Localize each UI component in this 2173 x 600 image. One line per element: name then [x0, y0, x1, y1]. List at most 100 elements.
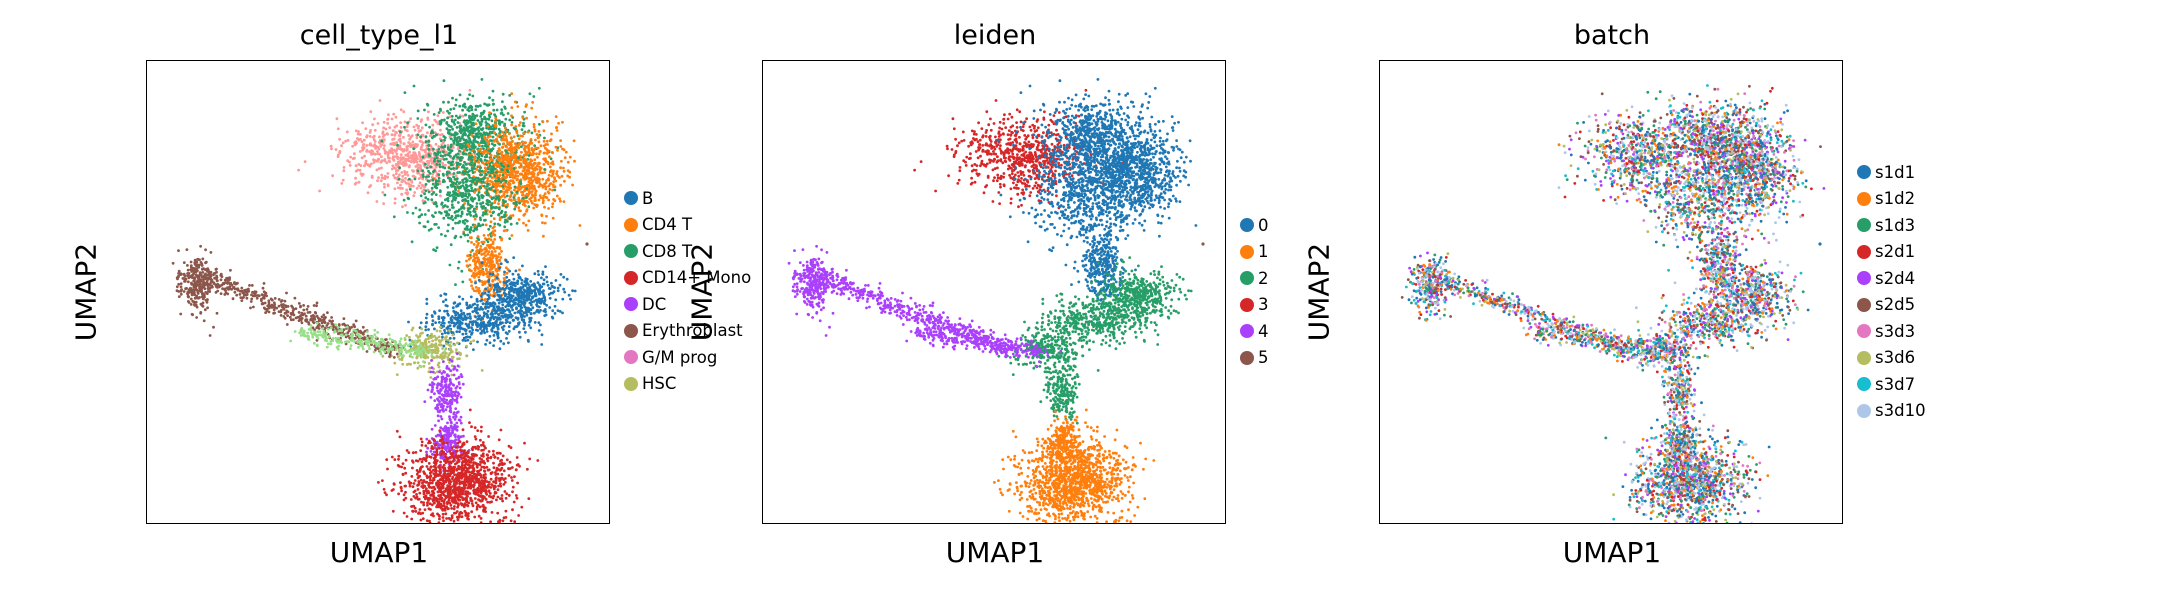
scatter-point: [425, 175, 428, 179]
scatter-point: [492, 265, 496, 269]
scatter-point: [393, 458, 397, 461]
scatter-point: [494, 124, 498, 128]
scatter-point: [426, 131, 429, 135]
scatter-point: [405, 163, 408, 167]
scatter-point: [449, 382, 453, 385]
scatter-point: [512, 196, 516, 199]
scatter-point: [530, 181, 534, 184]
scatter-point: [479, 179, 483, 182]
scatter-point: [484, 298, 487, 301]
scatter-point: [525, 160, 528, 164]
scatter-point: [476, 317, 480, 321]
scatter-point: [486, 286, 490, 290]
scatter-point: [479, 173, 483, 177]
scatter-point: [345, 130, 349, 134]
scatter-point: [391, 151, 395, 155]
scatter-point: [516, 134, 520, 138]
scatter-point: [438, 339, 442, 343]
scatter-point: [549, 157, 553, 161]
scatter-point: [433, 135, 436, 138]
scatter-point: [571, 289, 574, 293]
scatter-point: [497, 127, 501, 131]
scatter-point: [438, 169, 441, 173]
scatter-point: [475, 168, 478, 171]
scatter-point: [565, 277, 569, 281]
scatter-point: [548, 155, 551, 159]
scatter-point: [435, 329, 439, 333]
scatter-point: [392, 215, 396, 219]
scatter-point: [395, 124, 399, 128]
scatter-point: [362, 138, 366, 142]
scatter-point: [368, 135, 372, 138]
scatter-point: [405, 145, 409, 149]
scatter-point: [522, 131, 526, 135]
scatter-point: [427, 462, 431, 465]
scatter-point: [428, 383, 432, 387]
scatter-point: [500, 153, 504, 157]
scatter-point: [493, 113, 496, 117]
scatter-point: [508, 118, 512, 122]
scatter-point: [471, 122, 475, 126]
scatter-point: [475, 182, 479, 185]
scatter-point: [426, 220, 430, 224]
scatter-point: [511, 308, 514, 312]
scatter-point: [504, 211, 507, 214]
scatter-point: [508, 217, 512, 221]
scatter-point: [566, 160, 570, 164]
scatter-point: [383, 159, 387, 163]
scatter-point: [477, 514, 481, 518]
scatter-point: [501, 519, 505, 523]
scatter-point: [399, 108, 403, 112]
scatter-point: [445, 157, 448, 161]
scatter-point: [514, 153, 517, 157]
scatter-point: [433, 344, 436, 347]
scatter-point: [445, 309, 449, 313]
scatter-point: [477, 198, 481, 202]
scatter-point: [503, 184, 507, 188]
scatter-point: [528, 161, 531, 165]
scatter-point: [498, 296, 502, 300]
scatter-point: [440, 398, 444, 402]
scatter-point: [359, 164, 363, 167]
scatter-point: [473, 262, 477, 266]
scatter-point: [461, 338, 465, 342]
scatter-point: [542, 129, 546, 133]
scatter-point: [427, 150, 431, 154]
scatter-point: [485, 139, 488, 142]
scatter-point: [507, 341, 510, 345]
scatter-point: [508, 198, 511, 201]
scatter-point: [500, 194, 504, 198]
scatter-point: [414, 206, 418, 210]
scatter-point: [452, 172, 456, 175]
scatter-point: [447, 216, 450, 220]
scatter-point: [478, 185, 482, 189]
scatter-point: [458, 104, 462, 108]
scatter-point: [465, 259, 468, 263]
scatter-point: [455, 368, 459, 372]
scatter-point: [460, 142, 464, 146]
scatter-point: [501, 136, 505, 140]
scatter-point: [533, 272, 537, 276]
scatter-point: [519, 209, 522, 213]
scatter-point: [491, 272, 495, 276]
scatter-point: [437, 226, 440, 230]
scatter-point: [330, 147, 333, 151]
scatter-point: [427, 169, 430, 173]
scatter-point: [458, 357, 461, 360]
scatter-point: [529, 158, 532, 161]
scatter-point: [547, 177, 550, 181]
scatter-point: [475, 299, 479, 303]
scatter-point: [514, 174, 517, 178]
scatter-point: [476, 149, 480, 152]
scatter-point: [426, 198, 430, 201]
scatter-point: [360, 140, 364, 144]
scatter-point: [427, 110, 430, 114]
scatter-point: [450, 440, 453, 444]
scatter-point: [559, 166, 562, 170]
scatter-point: [479, 115, 483, 118]
scatter-point: [395, 147, 399, 151]
scatter-point: [462, 145, 466, 148]
scatter-point: [517, 514, 520, 517]
scatter-point: [546, 190, 550, 194]
scatter-point: [336, 153, 340, 157]
